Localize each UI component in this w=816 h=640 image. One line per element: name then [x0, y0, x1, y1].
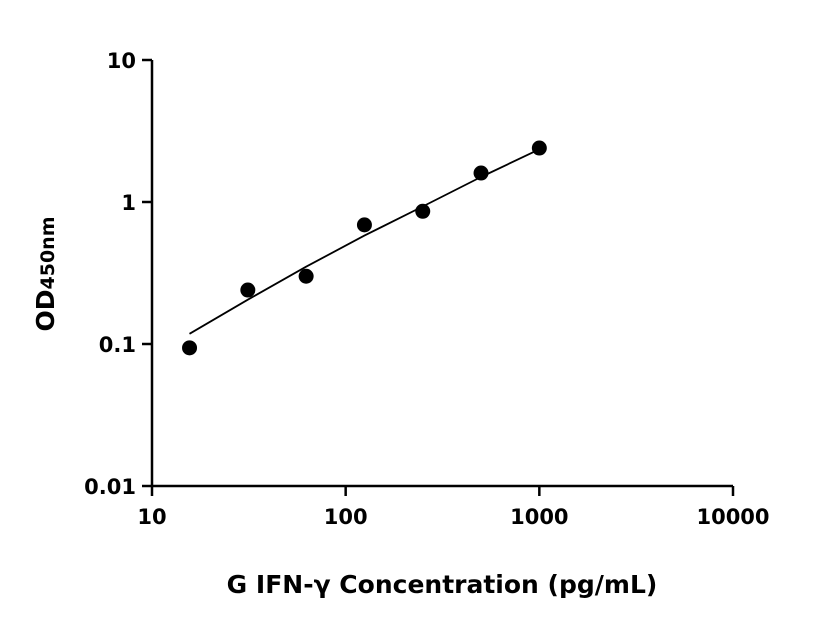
- data-point: [473, 165, 489, 181]
- data-point: [240, 282, 256, 298]
- y-tick-label: 0.1: [99, 333, 136, 357]
- points-group: [182, 140, 547, 356]
- x-tick-label: 10: [137, 505, 166, 529]
- svg-text:OD450nm: OD450nm: [31, 216, 60, 331]
- data-point: [531, 140, 547, 156]
- y-axis-label: OD450nm: [31, 216, 60, 331]
- data-point: [298, 268, 314, 284]
- x-tick-label: 100: [324, 505, 368, 529]
- y-axis-label-main: OD: [31, 289, 60, 331]
- data-point: [182, 340, 198, 356]
- y-tick-label: 10: [107, 49, 136, 73]
- y-tick-label: 0.01: [84, 475, 136, 499]
- x-axis-label: G IFN-γ Concentration (pg/mL): [227, 570, 658, 599]
- y-tick-label: 1: [121, 191, 136, 215]
- y-axis-label-sub: 450nm: [37, 216, 59, 289]
- x-tick-label: 10000: [696, 505, 769, 529]
- x-tick-label: 1000: [510, 505, 568, 529]
- data-point: [415, 203, 431, 219]
- data-point: [356, 217, 372, 233]
- axes: 10 100 1000 10000 0.01 0.1 1 10: [84, 49, 769, 529]
